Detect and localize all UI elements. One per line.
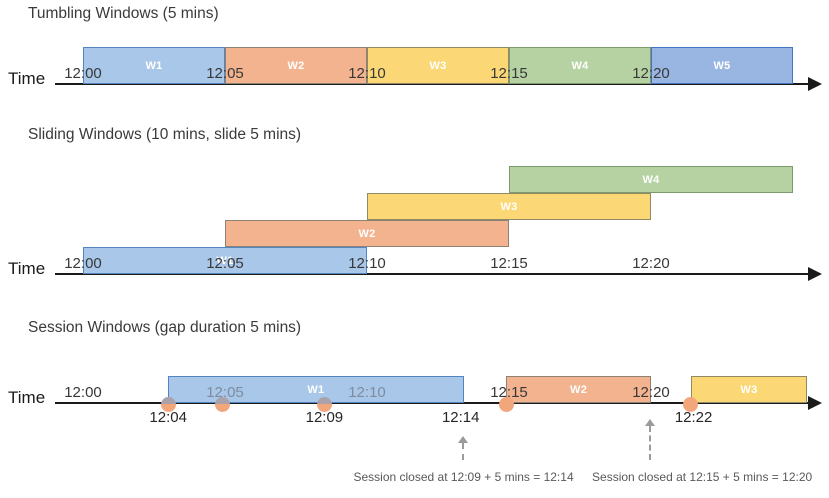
axis-tick-label: 12:20 — [632, 255, 670, 272]
window-label: W4 — [571, 59, 589, 72]
session-closed-annotation: Session closed at 12:09 + 5 mins = 12:14 — [353, 470, 574, 484]
sliding-time-axis-label: Time — [8, 259, 46, 278]
window-label: W3 — [429, 59, 447, 72]
axis-tick-label: 12:00 — [64, 65, 102, 82]
tumbling-time-axis — [55, 77, 822, 91]
window-label: W2 — [287, 59, 305, 72]
window-label: W4 — [642, 173, 660, 186]
tumbling-section-title: Tumbling Windows (5 mins) — [28, 5, 219, 22]
axis-tick-label: 12:05 — [206, 384, 244, 401]
window-label: W1 — [216, 254, 234, 267]
session-closed-annotation: Session closed at 12:15 + 5 mins = 12:20 — [592, 470, 813, 484]
window-bar-w1: W1 — [83, 247, 367, 274]
sliding-section-title: Sliding Windows (10 mins, slide 5 mins) — [28, 126, 302, 143]
window-bar-w2: W2 — [225, 47, 367, 84]
axis-tick-label: 12:10 — [348, 65, 386, 82]
axis-tick-label: 12:10 — [348, 384, 386, 401]
window-bar-w5: W5 — [651, 47, 793, 84]
window-label: W1 — [307, 383, 325, 396]
event-time-label: 12:22 — [674, 409, 713, 426]
axis-tick-label: 12:05 — [206, 65, 244, 82]
window-bar-w2: W2 — [506, 376, 651, 403]
axis-tick-label: 12:20 — [632, 384, 670, 401]
window-label: W2 — [358, 227, 376, 240]
event-time-label: 12:04 — [149, 409, 187, 426]
event-dot — [316, 396, 332, 412]
axis-arrowhead-icon — [808, 267, 822, 281]
session-section-title: Session Windows (gap duration 5 mins) — [28, 319, 302, 336]
axis-tick-label: 12:20 — [632, 65, 670, 82]
event-time-label: 12:09 — [305, 409, 344, 426]
window-bar-w2: W2 — [225, 220, 509, 247]
window-bar-w3: W3 — [367, 47, 509, 84]
axis-tick-label: 12:15 — [490, 384, 528, 401]
window-label: W3 — [740, 383, 758, 396]
window-bar-w1: W1 — [168, 376, 464, 403]
axis-tick-label: 12:00 — [64, 384, 102, 401]
window-label: W3 — [500, 200, 518, 213]
window-label: W5 — [713, 59, 731, 72]
event-dot — [683, 396, 699, 412]
tumbling-time-axis-label: Time — [8, 69, 46, 88]
window-bar-w3: W3 — [367, 193, 651, 220]
axis-tick-label: 12:05 — [206, 255, 244, 272]
session-time-axis-label: Time — [8, 388, 46, 407]
axis-tick-label: 12:15 — [490, 65, 528, 82]
event-time-label: 12:14 — [441, 409, 480, 426]
window-bar-w4: W4 — [509, 47, 651, 84]
annotation-arrow-icon — [457, 436, 468, 443]
axis-tick-label: 12:10 — [348, 255, 386, 272]
axis-tick-label: 12:15 — [490, 255, 528, 272]
annotation-arrow-line — [461, 443, 464, 460]
axis-arrowhead-icon — [808, 396, 822, 410]
event-dot — [214, 396, 230, 412]
window-bar-w4: W4 — [509, 166, 793, 193]
window-label: W2 — [570, 383, 588, 396]
window-bar-w3: W3 — [690, 376, 808, 403]
sliding-time-axis — [55, 267, 822, 281]
axis-tick-label: 12:00 — [64, 255, 102, 272]
window-label: W1 — [145, 59, 163, 72]
window-bar-w1: W1 — [83, 47, 225, 84]
axis-arrowhead-icon — [808, 77, 822, 91]
annotation-arrow-line — [649, 426, 651, 460]
session-time-axis — [55, 396, 822, 410]
event-dot — [160, 396, 176, 412]
event-dot — [498, 396, 514, 412]
annotation-arrow-icon — [645, 419, 655, 426]
